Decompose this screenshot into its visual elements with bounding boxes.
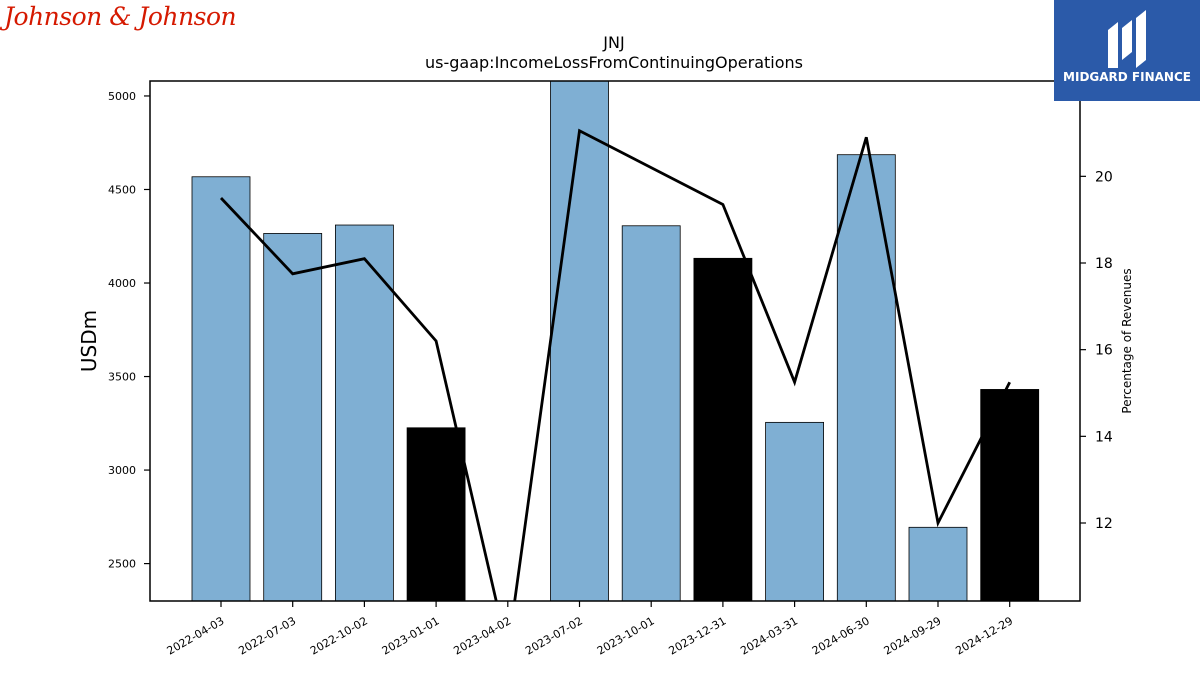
bar-2023-01-01 [406, 427, 466, 601]
bar-2024-12-29 [980, 389, 1040, 601]
johnson-and-johnson-logo: Johnson & Johnson [4, 2, 237, 31]
y-tick-label: 3000 [108, 464, 136, 477]
y2-tick-label: 16 [1095, 343, 1113, 359]
x-tick-label: 2023-01-01 [380, 614, 442, 657]
bar-2022-10-02 [334, 224, 394, 601]
bar-2023-07-02 [550, 81, 609, 601]
line-series [219, 128, 1011, 601]
bar-series [191, 81, 1040, 601]
bar-2024-06-30 [836, 154, 896, 601]
y2-tick-label: 20 [1095, 169, 1113, 185]
y-tick-label: 5000 [108, 90, 136, 103]
chart-title: JNJ [602, 33, 624, 52]
x-tick-label: 2023-04-02 [451, 614, 513, 657]
x-tick-label: 2022-04-03 [165, 614, 227, 657]
x-axis: 2022-04-03 2022-07-03 2022-10-02 2023-01-01… [165, 601, 1015, 658]
bar-2022-04-03 [191, 176, 251, 601]
x-tick-label: 2023-12-31 [667, 614, 729, 657]
y2-axis: 12 14 16 18 20 [1080, 169, 1113, 532]
midgard-finance-mark-icon [1108, 10, 1146, 68]
y-axis-label: USDm [77, 310, 101, 372]
y2-tick-label: 12 [1095, 516, 1113, 532]
x-tick-label: 2024-03-31 [738, 614, 800, 657]
bar-2023-12-31 [693, 257, 753, 601]
x-tick-label: 2024-12-29 [953, 614, 1015, 657]
midgard-finance-logo: MIDGARD FINANCE [1054, 0, 1200, 101]
bar-2024-03-31 [765, 421, 824, 601]
bar-2022-07-03 [263, 233, 323, 601]
midgard-finance-wordmark: MIDGARD FINANCE [1063, 70, 1191, 84]
bar-2024-09-29 [908, 526, 968, 601]
plot-frame [149, 80, 1081, 602]
x-tick-label: 2023-07-02 [523, 614, 585, 657]
y2-tick-label: 14 [1095, 429, 1113, 445]
y-tick-label: 4000 [108, 277, 136, 290]
y-tick-label: 3500 [108, 371, 136, 384]
y-axis: 2500 3000 3500 4000 4500 5000 [108, 90, 150, 571]
x-tick-label: 2024-09-29 [882, 614, 944, 657]
x-tick-label: 2023-10-01 [595, 614, 657, 657]
y2-tick-label: 18 [1095, 256, 1113, 272]
bar-2023-10-01 [621, 225, 681, 601]
x-tick-label: 2022-07-03 [236, 614, 298, 657]
chart-subtitle: us-gaap:IncomeLossFromContinuingOperatio… [425, 53, 803, 72]
x-tick-label: 2024-06-30 [810, 614, 872, 657]
x-tick-label: 2022-10-02 [308, 614, 370, 657]
y2-axis-label: Percentage of Revenues [1120, 268, 1134, 413]
y-tick-label: 2500 [108, 558, 136, 571]
line-percentage-of-revenues [219, 128, 1011, 601]
y-tick-label: 4500 [108, 183, 136, 196]
